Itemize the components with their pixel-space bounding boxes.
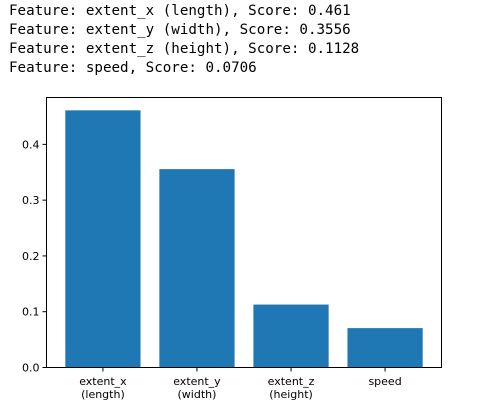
plot-frame: [46, 97, 442, 368]
y-tick-label-0: 0.0: [22, 362, 40, 375]
x-tick-label-0: extent_x (length): [79, 375, 127, 401]
console-output: Feature: extent_x (length), Score: 0.461…: [9, 2, 359, 78]
x-tick-label-line: extent_y: [173, 375, 221, 388]
x-tick-label-2: extent_z (height): [268, 375, 315, 401]
y-tick-label-4: 0.4: [22, 138, 40, 151]
x-tick-label-line: (length): [81, 388, 125, 401]
x-axis: extent_x (length)extent_y (width)extent_z(…: [79, 367, 402, 401]
bar-2: [253, 304, 329, 368]
x-tick-label-line: (height): [269, 388, 313, 401]
y-tick-label-1: 0.1: [22, 306, 40, 319]
x-tick-label-line: (width): [178, 388, 217, 401]
x-tick-label-line: extent_x: [79, 375, 127, 388]
console-line-4: Feature: speed, Score: 0.0706: [9, 60, 257, 76]
y-tick-label-2: 0.2: [22, 250, 40, 263]
bar-0: [65, 110, 141, 368]
x-tick-label-1: extent_y (width): [173, 375, 221, 401]
x-tick-label-3: speed: [368, 375, 401, 388]
bar-3: [347, 328, 423, 368]
bars-group: [65, 110, 423, 368]
y-axis: 0.0 0.1 0.2 0.3 0.4: [22, 138, 47, 375]
y-tick-label-3: 0.3: [22, 194, 40, 207]
console-line-3: Feature: extent_z (height), Score: 0.112…: [9, 41, 360, 57]
bar-1: [159, 169, 235, 368]
x-tick-label-line: extent_z: [268, 375, 315, 388]
console-line-1: Feature: extent_x (length), Score: 0.461: [9, 3, 351, 19]
x-tick-label-line: speed: [368, 375, 401, 388]
console-line-2: Feature: extent_y (width), Score: 0.3556: [9, 22, 351, 38]
